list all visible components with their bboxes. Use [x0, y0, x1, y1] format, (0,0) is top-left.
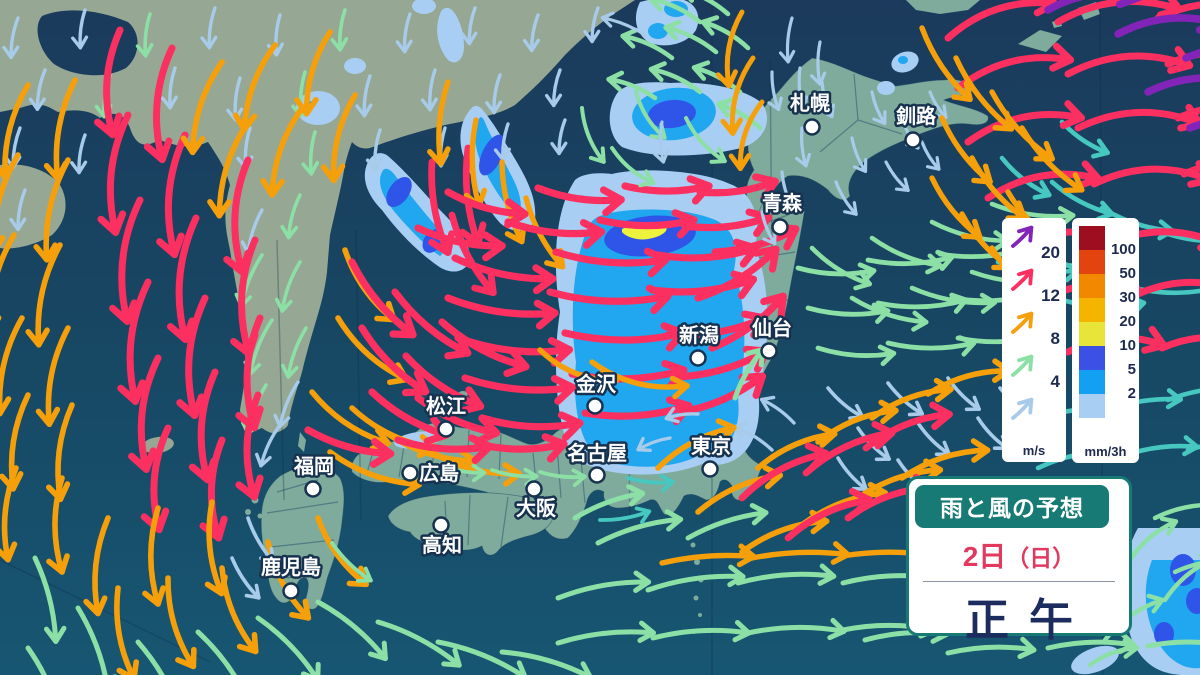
- city-marker: 福岡: [291, 453, 337, 498]
- city-marker: 鹿児島: [259, 553, 324, 600]
- city-dot: [588, 466, 606, 484]
- rain-color-block: [1079, 322, 1105, 346]
- city-dot: [304, 480, 322, 498]
- rain-threshold-value: 2: [1127, 385, 1136, 402]
- wind-arrow-icon: [1011, 397, 1034, 420]
- wind-arrow-icon: [1011, 311, 1034, 334]
- shikoku: [387, 492, 554, 556]
- city-label: 青森: [762, 191, 803, 215]
- city-label: 広島: [419, 461, 459, 485]
- city-label: 高知: [422, 533, 462, 557]
- wind-legend-row: 8: [1002, 304, 1066, 348]
- rain-threshold-value: 20: [1119, 313, 1136, 330]
- wind-legend-row: [1002, 390, 1066, 433]
- rain-color-block: [1079, 394, 1105, 418]
- rain-threshold-value: 100: [1110, 241, 1136, 258]
- wind-speed-value: 4: [1050, 372, 1060, 391]
- city-dot: [760, 342, 778, 360]
- city-marker: 金沢: [573, 370, 620, 415]
- city-marker: 大阪: [514, 480, 560, 523]
- wind-legend-row: 4: [1002, 347, 1066, 391]
- city-label: 札幌: [789, 92, 830, 115]
- city-marker: 札幌: [787, 90, 833, 136]
- city-marker: 名古屋: [565, 439, 630, 484]
- rain-color-block: [1079, 298, 1105, 322]
- forecast-info-panel: 雨と風の予想 2日（日） 正午: [906, 476, 1132, 645]
- city-label: 金沢: [575, 372, 617, 396]
- forecast-date: 2日（日）: [909, 535, 1129, 575]
- city-marker: 広島: [401, 459, 462, 488]
- iki-island: [313, 455, 319, 461]
- kyushu: [260, 467, 345, 610]
- city-dot: [437, 420, 455, 438]
- sakhalin: [906, 0, 980, 14]
- rain-color-block: [1079, 346, 1105, 370]
- city-marker: 仙台: [750, 314, 795, 360]
- wind-speed-legend: 20 12 8 4 m/s: [1002, 218, 1066, 462]
- wind-unit-label: m/s: [1022, 443, 1046, 458]
- rain-threshold-value: 30: [1119, 289, 1136, 306]
- rain-intensity-legend: 100 50 30 20 10 5 2 mm/3h: [1072, 218, 1139, 463]
- city-dot: [586, 397, 604, 415]
- rain-threshold-value: 5: [1127, 361, 1136, 378]
- rain-color-block: [1079, 250, 1105, 274]
- divider-line: [923, 581, 1115, 582]
- wind-arrow-icon: [1011, 225, 1034, 248]
- city-dot: [904, 131, 922, 149]
- wind-speed-value: 20: [1041, 243, 1060, 262]
- forecast-time: 正午: [965, 596, 1093, 645]
- awaji-island: [521, 495, 535, 513]
- city-marker: 東京: [689, 432, 734, 478]
- city-label: 名古屋: [567, 441, 627, 465]
- rain-threshold-value: 10: [1119, 337, 1136, 354]
- city-label: 松江: [426, 395, 466, 418]
- city-label: 新潟: [679, 323, 719, 347]
- city-label: 大阪: [516, 496, 557, 520]
- rain-color-block: [1079, 274, 1105, 298]
- wind-arrow-icon: [1011, 354, 1034, 377]
- forecast-title: 雨と風の予想: [915, 485, 1109, 528]
- forecast-date-day: 2日: [962, 541, 1007, 572]
- city-marker: 青森: [760, 189, 806, 236]
- kuril-islands: [1018, 2, 1100, 52]
- city-dot: [771, 218, 789, 236]
- tsushima-island: [298, 432, 306, 452]
- forecast-date-weekday: （日）: [1006, 545, 1076, 571]
- city-dot: [282, 582, 300, 600]
- city-dot: [701, 460, 719, 478]
- rain-unit-label: mm/3h: [1084, 444, 1127, 459]
- city-label: 鹿児島: [261, 555, 321, 579]
- city-label: 福岡: [293, 455, 334, 478]
- city-marker: 松江: [424, 393, 469, 438]
- city-marker: 高知: [420, 516, 465, 560]
- wind-legend-row: 20: [1002, 218, 1066, 262]
- wind-speed-value: 12: [1041, 286, 1060, 305]
- city-label: 仙台: [752, 316, 792, 340]
- wind-legend-row: 12: [1002, 261, 1066, 305]
- rain-color-block: [1079, 370, 1105, 394]
- city-marker: 新潟: [677, 321, 722, 367]
- wind-speed-value: 8: [1050, 329, 1060, 348]
- wind-arrow-icon: [1011, 268, 1034, 291]
- city-label: 東京: [691, 434, 731, 458]
- city-dot: [803, 118, 821, 136]
- city-marker: 釧路: [894, 102, 940, 149]
- city-dot: [525, 480, 543, 498]
- city-label: 釧路: [896, 104, 937, 128]
- rain-color-block: [1079, 226, 1105, 250]
- city-dot: [401, 464, 419, 482]
- rain-threshold-value: 50: [1119, 265, 1136, 282]
- city-dot: [689, 349, 707, 367]
- city-dot: [432, 516, 450, 534]
